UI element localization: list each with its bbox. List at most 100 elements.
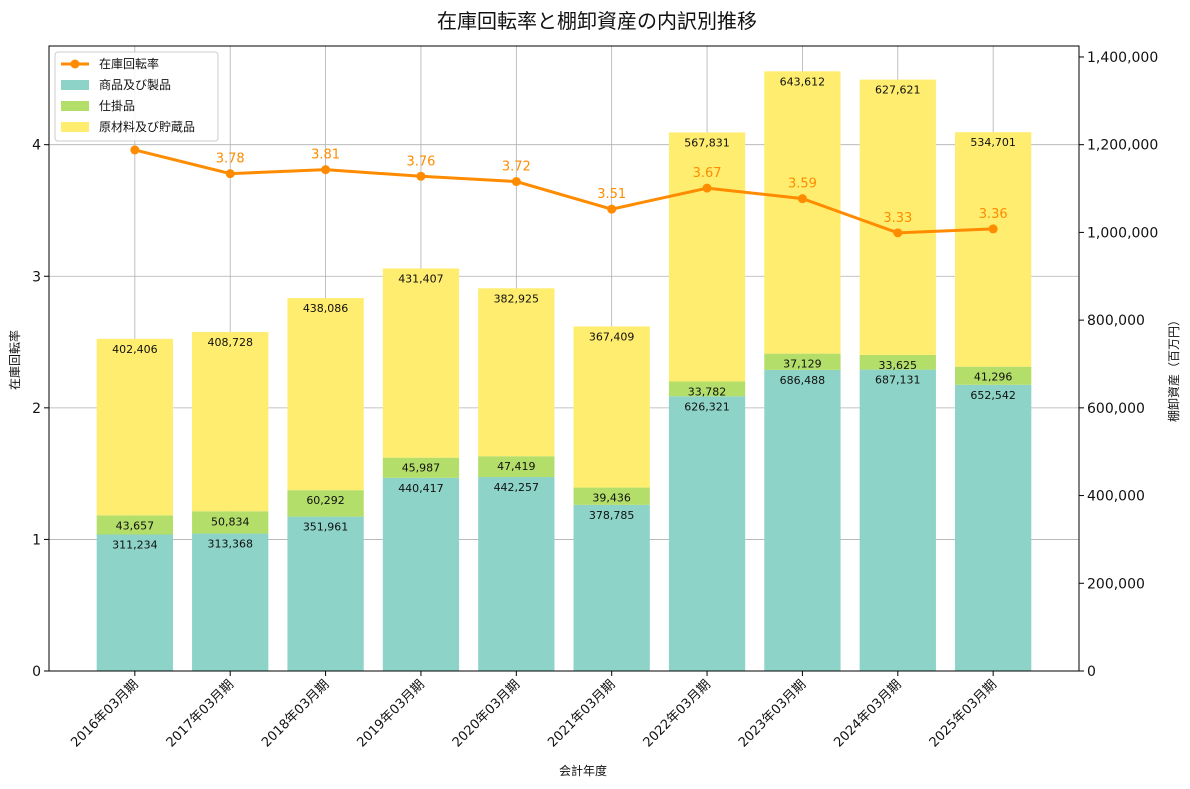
bar-segment bbox=[192, 511, 269, 534]
turnover-point bbox=[416, 171, 426, 181]
turnover-point bbox=[797, 194, 807, 204]
bar-segment bbox=[668, 132, 746, 382]
legend-swatch bbox=[61, 101, 89, 111]
x-tick-label: 2025年03月期 bbox=[927, 677, 1000, 750]
bar-segment bbox=[287, 516, 364, 671]
bar-value-label: 41,296 bbox=[974, 371, 1013, 384]
turnover-value-label: 3.72 bbox=[502, 160, 531, 175]
turnover-value-label: 3.67 bbox=[693, 166, 722, 181]
left-tick-label: 2 bbox=[32, 401, 41, 417]
bar-value-label: 687,131 bbox=[875, 374, 921, 387]
legend-entry-label: 原材料及び貯蔵品 bbox=[99, 120, 195, 134]
legend-swatch bbox=[61, 122, 89, 132]
legend-swatch bbox=[61, 80, 89, 90]
turnover-value-label: 3.59 bbox=[788, 177, 817, 192]
bar-segment bbox=[668, 396, 746, 671]
right-tick-label: 0 bbox=[1087, 664, 1096, 680]
bar-value-label: 33,782 bbox=[688, 385, 727, 398]
x-tick-label: 2023年03月期 bbox=[736, 677, 809, 750]
bar-value-label: 626,321 bbox=[684, 400, 730, 413]
legend-entry-label: 仕掛品 bbox=[99, 98, 135, 113]
turnover-value-label: 3.51 bbox=[597, 187, 626, 202]
bar-segment bbox=[96, 534, 173, 671]
bar-segment bbox=[955, 132, 1032, 367]
right-tick-label: 200,000 bbox=[1087, 576, 1145, 592]
bar-segment bbox=[859, 79, 936, 355]
right-tick-label: 800,000 bbox=[1087, 313, 1145, 329]
turnover-point bbox=[225, 169, 235, 179]
bar-segment bbox=[573, 487, 650, 505]
right-tick-label: 400,000 bbox=[1087, 489, 1145, 505]
bar-value-label: 408,728 bbox=[207, 336, 253, 349]
right-axis-label: 棚卸資産（百万円） bbox=[1166, 314, 1181, 422]
plot-frame bbox=[48, 45, 1080, 672]
bar-segment bbox=[955, 366, 1032, 385]
right-tick-label: 1,200,000 bbox=[1087, 138, 1158, 154]
bar-segment bbox=[382, 457, 460, 478]
bar-value-label: 367,409 bbox=[589, 330, 635, 343]
bar-segment bbox=[287, 298, 364, 491]
bar-value-label: 534,701 bbox=[970, 136, 1016, 149]
bar-segment bbox=[764, 71, 841, 354]
right-tick-label: 1,400,000 bbox=[1087, 50, 1158, 66]
bar-segment bbox=[382, 477, 460, 671]
bar-segment bbox=[287, 490, 364, 517]
bar-segment bbox=[478, 477, 555, 671]
right-tick-label: 600,000 bbox=[1087, 401, 1145, 417]
bar-segment bbox=[96, 515, 173, 535]
x-tick-label: 2021年03月期 bbox=[545, 677, 618, 750]
bar-value-label: 442,257 bbox=[494, 481, 540, 494]
bar-value-label: 313,368 bbox=[207, 538, 253, 551]
bar-value-label: 47,419 bbox=[497, 460, 536, 473]
bar-value-label: 33,625 bbox=[879, 359, 918, 372]
left-tick-label: 3 bbox=[32, 269, 41, 285]
x-axis-label: 会計年度 bbox=[559, 763, 607, 778]
bar-segment bbox=[478, 288, 555, 457]
bar-segment bbox=[192, 331, 269, 512]
turnover-value-label: 3.76 bbox=[406, 154, 435, 169]
legend-entry-label: 商品及び製品 bbox=[99, 77, 171, 92]
left-axis-label: 在庫回転率 bbox=[7, 330, 22, 390]
turnover-value-label: 3.78 bbox=[216, 152, 245, 167]
bar-value-label: 686,488 bbox=[780, 374, 826, 387]
left-tick-label: 0 bbox=[32, 664, 41, 680]
x-tick-label: 2016年03月期 bbox=[68, 677, 141, 750]
bar-segment bbox=[573, 504, 650, 671]
bar-value-label: 431,407 bbox=[398, 272, 444, 285]
turnover-point bbox=[607, 204, 617, 214]
turnover-point bbox=[130, 145, 140, 155]
bar-segment bbox=[955, 384, 1032, 671]
left-tick-label: 4 bbox=[32, 138, 41, 154]
turnover-point bbox=[988, 224, 998, 234]
left-tick-label: 1 bbox=[32, 532, 41, 548]
x-tick-label: 2019年03月期 bbox=[354, 677, 427, 750]
chart-title: 在庫回転率と棚卸資産の内訳別推移 bbox=[437, 9, 757, 33]
bar-value-label: 627,621 bbox=[875, 84, 921, 97]
bar-value-label: 39,436 bbox=[592, 492, 631, 505]
bar-value-label: 43,657 bbox=[116, 519, 155, 532]
bar-value-label: 402,406 bbox=[112, 343, 158, 356]
legend-box bbox=[54, 51, 219, 142]
bar-segment bbox=[859, 369, 936, 671]
bar-segment bbox=[478, 456, 555, 478]
bar-value-label: 311,234 bbox=[112, 538, 158, 551]
turnover-line-path bbox=[134, 148, 994, 235]
bar-segment bbox=[96, 338, 173, 516]
bar-value-label: 652,542 bbox=[970, 389, 1016, 402]
turnover-value-label: 3.33 bbox=[883, 211, 912, 226]
x-tick-label: 2022年03月期 bbox=[641, 677, 714, 750]
turnover-point bbox=[321, 165, 331, 175]
bar-value-label: 438,086 bbox=[303, 302, 349, 315]
bar-value-label: 45,987 bbox=[402, 462, 441, 475]
right-tick-label: 1,000,000 bbox=[1087, 225, 1158, 241]
bar-value-label: 351,961 bbox=[303, 521, 349, 534]
bar-value-label: 378,785 bbox=[589, 509, 635, 522]
bar-segment bbox=[764, 353, 841, 370]
turnover-value-label: 3.81 bbox=[311, 148, 340, 163]
bar-value-label: 643,612 bbox=[780, 75, 826, 88]
x-tick-label: 2024年03月期 bbox=[831, 677, 904, 750]
turnover-point bbox=[702, 183, 712, 193]
bar-segment bbox=[382, 268, 460, 458]
bar-value-label: 60,292 bbox=[306, 494, 345, 507]
